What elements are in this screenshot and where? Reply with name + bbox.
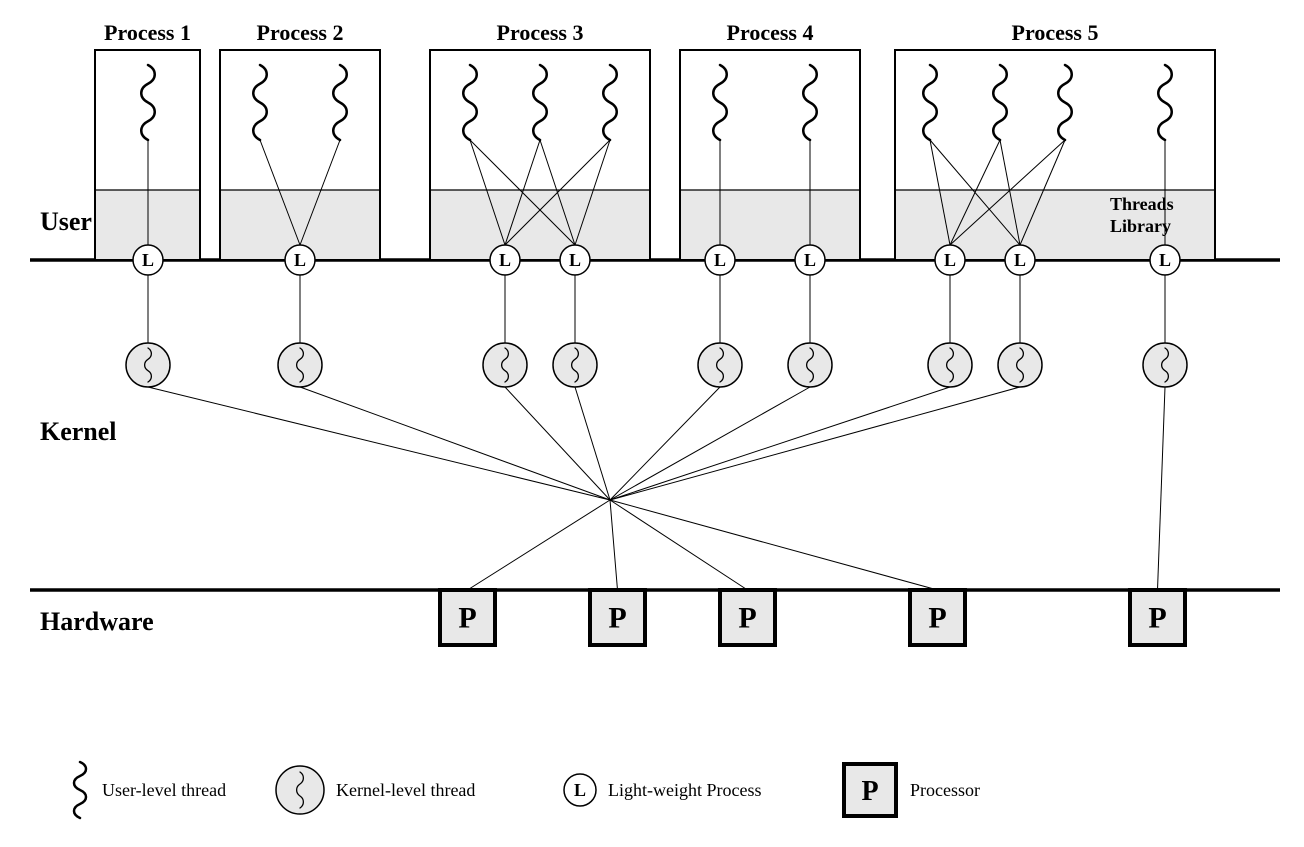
user-thread-icon: [141, 65, 155, 140]
processor-label: P: [458, 602, 476, 635]
user-thread-icon: [923, 65, 937, 140]
legend-user-thread-icon: [74, 762, 86, 818]
process-title: Process 3: [497, 20, 584, 45]
kernel-thread-icon: [1143, 343, 1187, 387]
kernel-thread-icon: [928, 343, 972, 387]
user-thread-icon: [993, 65, 1007, 140]
lwp-label: L: [294, 250, 306, 270]
connector: [505, 387, 610, 500]
legend-text: Kernel-level thread: [336, 780, 475, 800]
threads-library-area: [681, 190, 859, 259]
lwp-label: L: [804, 250, 816, 270]
process-title: Process 1: [104, 20, 191, 45]
user-thread-icon: [1158, 65, 1172, 140]
connector: [468, 500, 611, 590]
lwp-label: L: [499, 250, 511, 270]
process-title: Process 2: [257, 20, 344, 45]
user-thread-icon: [603, 65, 617, 140]
processor-label: P: [1148, 602, 1166, 635]
legend-text: Light-weight Process: [608, 780, 761, 800]
lwp-label: L: [1159, 250, 1171, 270]
processor-label: P: [738, 602, 756, 635]
user-thread-icon: [713, 65, 727, 140]
kernel-thread-icon: [698, 343, 742, 387]
user-thread-icon: [533, 65, 547, 140]
layer-label-hardware: Hardware: [40, 607, 154, 636]
processor-label: P: [928, 602, 946, 635]
lwp-label: L: [944, 250, 956, 270]
connector: [1158, 387, 1166, 590]
connector: [575, 387, 610, 500]
kernel-thread-icon: [126, 343, 170, 387]
lwp-label: L: [142, 250, 154, 270]
kernel-thread-icon: [788, 343, 832, 387]
layer-label-kernel: Kernel: [40, 417, 117, 446]
legend-processor-label: P: [861, 776, 878, 807]
connector: [610, 387, 1020, 500]
user-thread-icon: [803, 65, 817, 140]
processor-label: P: [608, 602, 626, 635]
lwp-label: L: [569, 250, 581, 270]
user-thread-icon: [1058, 65, 1072, 140]
threads-library-label: Library: [1110, 216, 1171, 236]
user-thread-icon: [463, 65, 477, 140]
kernel-thread-icon: [553, 343, 597, 387]
connector: [148, 387, 610, 500]
connector: [610, 500, 618, 590]
connector: [300, 387, 610, 500]
lwp-label: L: [714, 250, 726, 270]
user-thread-icon: [333, 65, 347, 140]
connector: [610, 500, 748, 590]
user-thread-icon: [253, 65, 267, 140]
process-title: Process 5: [1012, 20, 1099, 45]
legend-text: Processor: [910, 780, 980, 800]
legend-kernel-thread-icon: [276, 766, 324, 814]
kernel-thread-icon: [998, 343, 1042, 387]
connector: [610, 387, 720, 500]
connector: [610, 500, 938, 590]
kernel-thread-icon: [278, 343, 322, 387]
lwp-label: L: [1014, 250, 1026, 270]
threads-library-label: Threads: [1110, 194, 1174, 214]
layer-label-user: User: [40, 207, 92, 236]
legend-text: User-level thread: [102, 780, 226, 800]
legend-lwp-label: L: [574, 780, 586, 800]
threads-library-area: [431, 190, 649, 259]
process-title: Process 4: [727, 20, 814, 45]
kernel-thread-icon: [483, 343, 527, 387]
